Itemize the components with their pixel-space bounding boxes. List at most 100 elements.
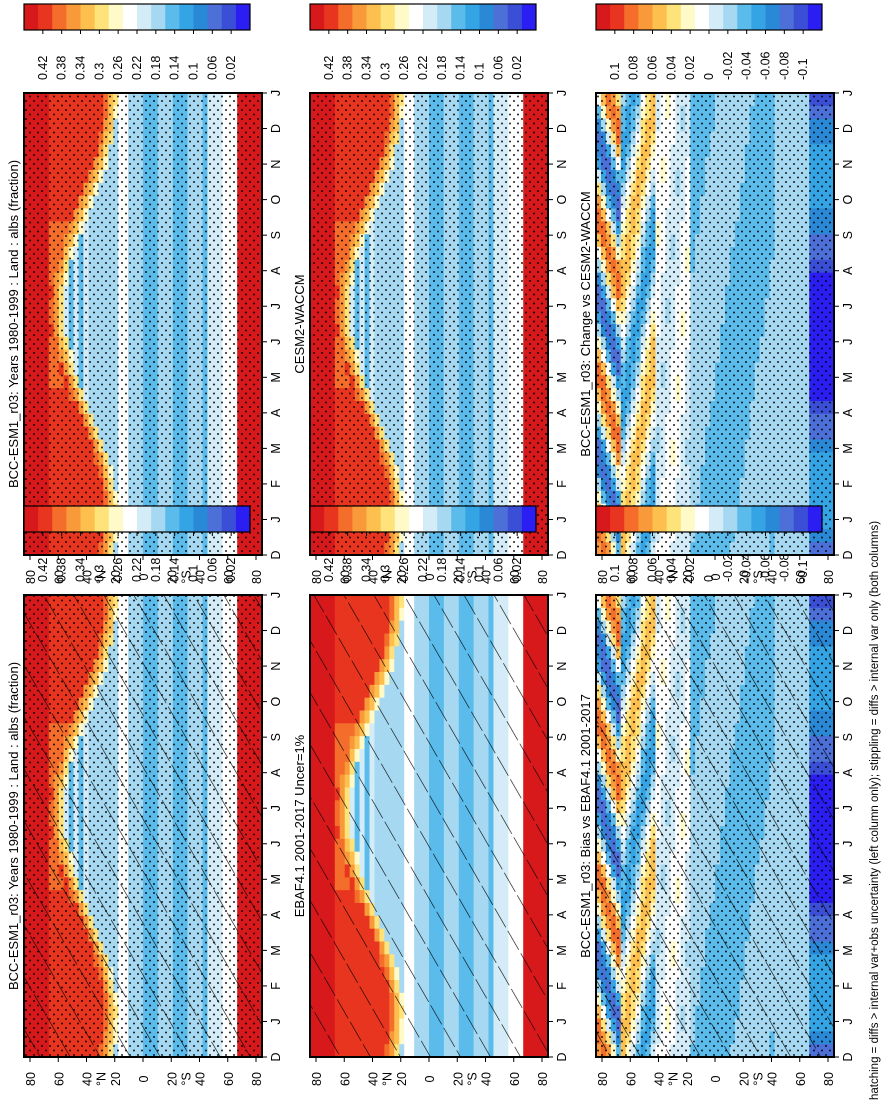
- colorbar-swatch: [137, 506, 152, 532]
- lat-tick-label: 80: [596, 1072, 610, 1086]
- colorbar: 0.42 0.38 0.34 0.3 0.26 0.22 0.18 0.14 0.1 0.06 0.…: [309, 505, 537, 582]
- colorbar-label: 0.34: [360, 558, 374, 582]
- panel-3: 0.42 0.38 0.34 0.3 0.26 0.22 0.18 0.14 0.1 0.06 0.…: [292, 505, 569, 1086]
- colorbar-label: 0.1: [473, 63, 487, 80]
- month-tick-label: A: [555, 768, 569, 777]
- colorbar-label: 0.22: [416, 56, 430, 80]
- colorbar: 0.1 0.08 0.06 0.04 0.02 0 -0.02 -0.04 -0.06 -0.08…: [595, 3, 823, 80]
- colorbar-swatch: [793, 506, 809, 532]
- stippling: [24, 595, 262, 1057]
- month-tick-label: A: [841, 408, 855, 417]
- colorbar-label: 0.14: [168, 558, 182, 582]
- colorbar-swatch: [80, 4, 96, 30]
- colorbar-swatch: [66, 506, 81, 532]
- month-tick-label: S: [555, 733, 569, 741]
- month-tick-label: M: [841, 372, 855, 382]
- colorbar-label: -0.04: [740, 51, 754, 80]
- month-tick-label: S: [269, 733, 283, 741]
- panel-2: 0.42 0.38 0.34 0.3 0.26 0.22 0.18 0.14 0.1 0.06 0.…: [6, 3, 283, 584]
- colorbar: 0.42 0.38 0.34 0.3 0.26 0.22 0.18 0.14 0.1 0.06 0.…: [309, 3, 537, 80]
- lat-tick-label: 80: [250, 570, 264, 584]
- colorbar-swatch: [638, 4, 653, 30]
- colorbar-label: 0.22: [416, 558, 430, 582]
- colorbar-label: 0.02: [224, 558, 238, 582]
- colorbar-swatch: [596, 506, 611, 532]
- month-tick-label: M: [269, 443, 283, 453]
- lat-tick-label: 0: [709, 573, 723, 580]
- lat-tick-label: 20: [681, 1072, 695, 1086]
- month-tick-label: M: [555, 372, 569, 382]
- lat-tick-label: 20: [165, 570, 179, 584]
- colorbar-swatch: [108, 506, 124, 532]
- plot-area: [595, 92, 835, 556]
- colorbar-swatch: [24, 506, 39, 532]
- colorbar-swatch: [122, 4, 138, 30]
- colorbar: 0.42 0.38 0.34 0.3 0.26 0.22 0.18 0.14 0.1 0.06 0.…: [23, 505, 251, 582]
- lat-tick-label: 20: [681, 570, 695, 584]
- north-label: °N: [381, 570, 395, 584]
- field: [24, 93, 262, 555]
- colorbar-label: 0.26: [397, 56, 411, 80]
- colorbar-swatch: [694, 4, 710, 30]
- colorbar-swatch: [765, 506, 781, 532]
- colorbar-label: 0.06: [491, 56, 505, 80]
- colorbar-swatch: [235, 506, 251, 532]
- colorbar-label: 0.34: [74, 558, 88, 582]
- month-tick-label: D: [555, 550, 569, 559]
- panel-title: BCC-ESM1_r03: Change vs CESM2-WACCM: [578, 191, 593, 456]
- month-tick-label: D: [269, 550, 283, 559]
- colorbar-swatch: [479, 506, 495, 532]
- colorbar-swatch: [151, 4, 166, 30]
- colorbar-label: 0.1: [608, 63, 622, 80]
- colorbar-swatch: [666, 506, 682, 532]
- lat-axis: 80 60 40 20 0 20 40 60 80 °N °S: [596, 555, 836, 584]
- month-tick-label: J: [841, 339, 855, 345]
- colorbar-swatch: [779, 4, 795, 30]
- colorbar-label: 0.3: [92, 565, 106, 582]
- colorbar-swatch: [624, 506, 639, 532]
- colorbar-swatch: [737, 506, 752, 532]
- lat-tick-label: 60: [508, 570, 522, 584]
- colorbar-label: 0.08: [627, 558, 641, 582]
- north-label: °N: [381, 1072, 395, 1086]
- lat-tick-label: 80: [822, 570, 836, 584]
- month-tick-label: J: [269, 339, 283, 345]
- month-axis: D J F M A M J J A S O N D J: [834, 90, 855, 560]
- lat-tick-label: 20: [165, 1072, 179, 1086]
- colorbar-swatch: [366, 506, 382, 532]
- colorbar-swatch: [338, 4, 353, 30]
- south-label: °S: [751, 570, 765, 583]
- colorbar-swatch: [779, 506, 795, 532]
- colorbar-swatch: [221, 506, 237, 532]
- colorbar-swatch: [338, 506, 353, 532]
- plot-area: [595, 594, 835, 1058]
- lat-tick-label: 20: [109, 1072, 123, 1086]
- lat-tick-label: 0: [709, 1075, 723, 1082]
- month-tick-label: F: [841, 480, 855, 488]
- month-tick-label: M: [555, 874, 569, 884]
- lat-tick-label: 60: [624, 1072, 638, 1086]
- lat-tick-label: 80: [310, 570, 324, 584]
- month-tick-label: O: [269, 696, 283, 706]
- colorbar-swatch: [408, 4, 424, 30]
- colorbar-swatch: [137, 4, 152, 30]
- colorbar-swatch: [507, 506, 523, 532]
- colorbar-label: 0.34: [360, 56, 374, 80]
- footnote: hatching = diffs > internal var+obs unce…: [869, 521, 881, 1100]
- colorbar-swatch: [324, 4, 339, 30]
- month-tick-label: J: [555, 339, 569, 345]
- month-axis: D J F M A M J J A S O N D J: [262, 90, 283, 560]
- month-tick-label: J: [555, 805, 569, 811]
- colorbar-swatch: [652, 4, 668, 30]
- colorbar-label: 0.3: [92, 63, 106, 80]
- panel-1: 0.42 0.38 0.34 0.3 0.26 0.22 0.18 0.14 0.1 0.06 0.…: [6, 505, 283, 1086]
- month-tick-label: F: [555, 480, 569, 488]
- colorbar-label: 0.06: [491, 558, 505, 582]
- month-tick-label: J: [841, 516, 855, 522]
- month-tick-label: N: [555, 160, 569, 169]
- month-tick-label: J: [555, 841, 569, 847]
- lat-tick-label: 80: [24, 570, 38, 584]
- lat-tick-label: 0: [423, 573, 437, 580]
- panel-title: CESM2-WACCM: [292, 274, 307, 373]
- colorbar-label: 0.02: [683, 558, 697, 582]
